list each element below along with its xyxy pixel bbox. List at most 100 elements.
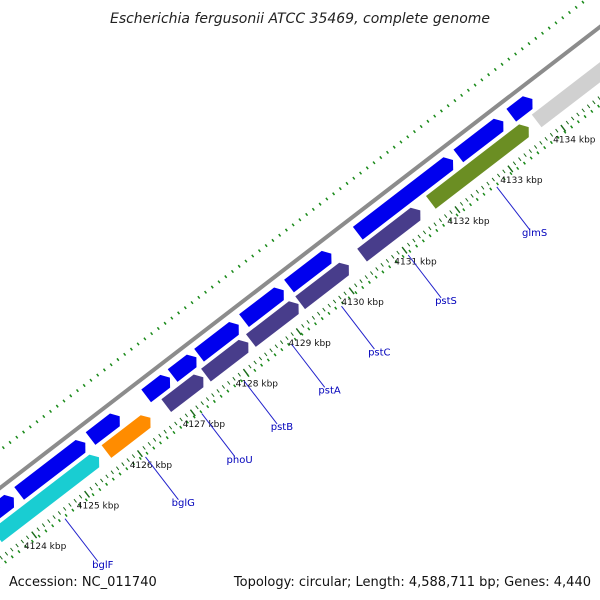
minor-tick [258,356,263,361]
tick-label: 4130 kbp [341,298,384,308]
minor-tick [459,201,464,206]
minor-tick [248,364,252,369]
major-tick [507,165,514,173]
minor-tick [470,193,474,198]
minor-tick [438,218,443,223]
gene-label-pstB[interactable]: pstB [271,422,293,433]
label-leader-bglF [64,518,99,562]
minor-tick [412,238,416,243]
minor-tick [465,197,469,202]
cds-arrow [506,96,533,122]
minor-tick [110,470,114,475]
minor-tick [481,185,485,190]
minor-tick [47,519,51,524]
minor-tick [528,149,532,154]
minor-tick [512,161,517,166]
minor-tick [385,258,390,263]
major-tick [454,205,461,214]
minor-tick [422,230,427,235]
cds-arrow [141,374,171,403]
minor-tick [406,242,411,247]
label-leader-pstA [291,344,326,388]
minor-tick [163,429,167,434]
tick-label: 4124 kbp [24,542,67,552]
minor-tick [131,454,136,459]
tick-label: 4132 kbp [447,217,490,227]
minor-tick [444,214,448,219]
minor-tick [539,141,543,145]
gene-arrow-pstA [246,301,299,347]
minor-tick [52,515,56,520]
cds-arrow [453,118,504,163]
minor-tick [4,551,9,556]
minor-tick [205,397,210,402]
gene-label-glmS[interactable]: glmS [522,228,547,239]
minor-tick [518,157,522,162]
minor-tick [306,319,310,324]
minor-tick [502,169,506,174]
minor-tick [142,445,146,450]
accession-text: Accession: NC_011740 [9,575,157,590]
gene-arrow-phoU [161,374,204,412]
gene-arrow-bglF [0,454,100,543]
cds-arrow [85,413,120,445]
minor-tick [475,189,480,194]
minor-tick [369,271,374,276]
minor-tick [417,234,421,239]
minor-tick [232,376,236,381]
minor-tick [10,547,14,552]
major-tick [242,368,249,376]
minor-tick [15,543,19,548]
minor-tick [269,348,273,353]
minor-tick [227,380,231,385]
gene-label-phoU[interactable]: phoU [227,455,253,466]
minor-tick [168,425,173,430]
gene-track [0,62,600,543]
minor-tick [391,254,395,259]
gene-label-pstC[interactable]: pstC [368,347,390,358]
minor-tick [581,108,585,113]
minor-tick [311,315,316,320]
minor-tick [73,498,77,503]
minor-tick [116,466,120,471]
minor-tick [221,384,226,389]
minor-tick [216,389,220,393]
gene-label-pstA[interactable]: pstA [318,386,340,397]
gene-label-pstS[interactable]: pstS [435,296,457,307]
minor-tick [147,441,151,446]
minor-tick [491,177,495,182]
minor-tick [576,112,580,117]
minor-tick [0,555,3,560]
major-tick [295,327,302,336]
minor-tick [285,336,289,341]
minor-tick [264,352,268,357]
gene-arrow-glmS [426,124,529,209]
ruler-track: 4124 kbp 4125 kbp 4126 kbp 4127 kbp 4128 kbp… [0,96,600,560]
major-tick [84,490,91,498]
minor-tick [41,523,46,528]
minor-tick [105,474,109,479]
minor-tick [152,437,157,442]
tick-label: 4125 kbp [77,502,120,512]
tick-label: 4133 kbp [500,176,543,186]
tick-label: 4129 kbp [288,339,331,349]
gene-label-bglG[interactable]: bglG [172,498,195,509]
cds-arrow [284,250,332,293]
label-leader-bglG [145,456,179,501]
gene-arrow-bglG [101,415,151,458]
minor-tick [174,421,178,426]
minor-tick [433,222,437,227]
minor-tick [184,413,189,418]
gene-label-bglF[interactable]: bglF [92,560,113,571]
minor-tick [20,539,24,544]
minor-tick [78,494,83,499]
minor-tick [380,262,384,267]
minor-tick [63,506,67,511]
minor-tick [332,299,337,304]
minor-tick [100,478,104,483]
tick-label: 4126 kbp [130,461,173,471]
label-leader-glmS [496,186,531,231]
minor-tick [89,486,93,491]
minor-tick [592,100,596,105]
